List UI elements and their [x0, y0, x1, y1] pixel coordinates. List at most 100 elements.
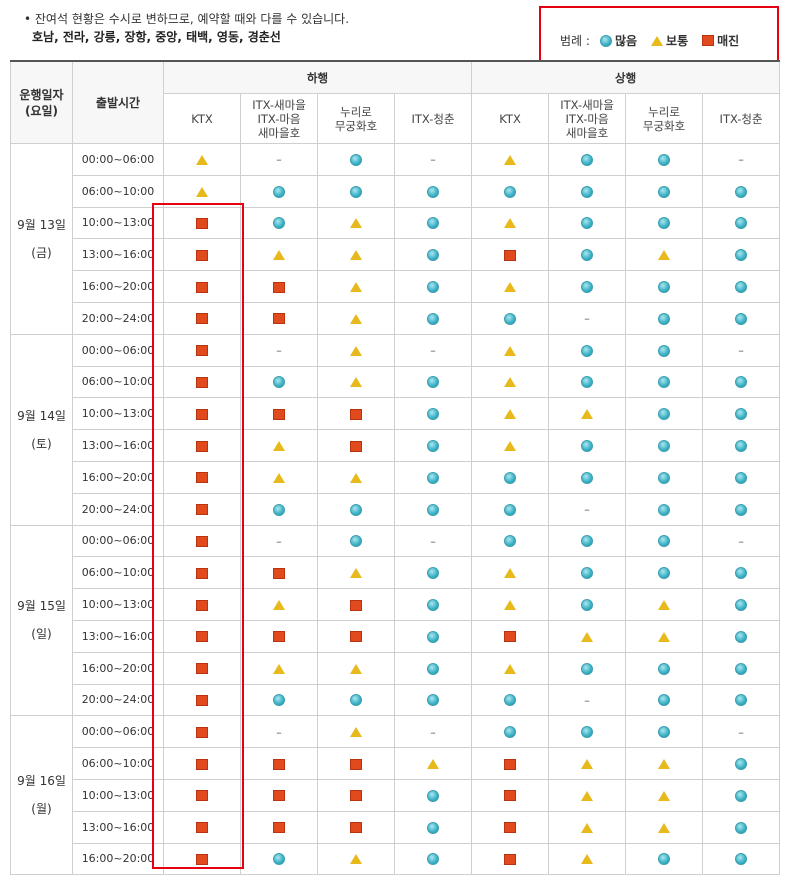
circle-icon — [350, 153, 362, 166]
availability-cell — [240, 270, 318, 303]
availability-cell — [163, 143, 241, 176]
circle-icon — [658, 535, 671, 548]
circle-icon — [581, 726, 594, 739]
availability-cell — [471, 429, 550, 462]
availability-cell — [317, 174, 395, 208]
square-icon — [196, 599, 208, 611]
square-icon — [196, 758, 208, 770]
availability-cell — [317, 683, 395, 717]
circle-icon — [427, 853, 440, 866]
availability-cell — [317, 460, 395, 494]
availability-cell — [625, 747, 704, 780]
circle-icon — [735, 789, 748, 802]
triangle-icon — [504, 600, 517, 611]
circle-icon — [504, 185, 517, 198]
circle-icon — [581, 662, 594, 675]
availability-cell — [317, 747, 395, 780]
availability-cell — [240, 365, 318, 399]
triangle-icon — [504, 154, 517, 165]
circle-icon — [658, 408, 671, 421]
dash-icon: – — [584, 312, 590, 326]
dash-icon: – — [276, 534, 282, 548]
availability-cell — [548, 270, 627, 303]
circle-icon — [581, 153, 594, 166]
availability-cell — [240, 206, 318, 240]
circle-icon — [658, 726, 671, 739]
circle-icon — [581, 281, 594, 294]
availability-cell — [471, 460, 550, 494]
triangle-icon — [651, 35, 664, 46]
availability-cell — [471, 301, 550, 335]
square-icon — [273, 758, 285, 770]
availability-cell: – — [548, 301, 627, 335]
availability-cell — [625, 270, 704, 303]
availability-cell — [702, 651, 781, 685]
circle-icon — [350, 185, 362, 198]
availability-cell — [163, 810, 241, 844]
circle-icon — [658, 694, 671, 707]
legend-item-normal: 보통 — [651, 32, 688, 49]
date-cell: 9월 13일 (금) — [10, 143, 73, 335]
availability-cell — [548, 715, 627, 749]
train-header-down-1: ITX-새마을 ITX-마음 새마을호 — [240, 93, 318, 144]
circle-icon — [658, 344, 671, 357]
train-header-down-0: KTX — [163, 93, 241, 144]
availability-cell — [317, 397, 395, 431]
triangle-icon — [273, 663, 285, 674]
availability-cell — [548, 460, 627, 494]
square-icon — [196, 472, 208, 484]
availability-cell — [163, 683, 241, 717]
notice-line-2: 호남, 전라, 강릉, 장항, 중앙, 태백, 영동, 경춘선 — [32, 30, 281, 44]
availability-cell — [163, 270, 241, 303]
availability-cell — [393, 301, 473, 335]
availability-cell: – — [393, 715, 473, 749]
triangle-icon — [658, 250, 671, 261]
triangle-icon — [350, 377, 362, 388]
availability-cell — [702, 429, 781, 462]
group-header-up: 상행 — [471, 60, 781, 94]
availability-cell — [702, 301, 781, 335]
circle-icon — [599, 34, 612, 47]
availability-cell — [393, 270, 473, 303]
availability-cell — [548, 429, 627, 462]
availability-cell: – — [393, 143, 473, 176]
table-row: 16:00~20:00 — [11, 460, 781, 494]
availability-cell — [393, 619, 473, 653]
availability-cell — [317, 524, 395, 558]
availability-cell — [625, 524, 704, 558]
table-row: 9월 13일 (금) 00:00~06:00 – – – — [10, 143, 781, 335]
availability-cell — [702, 238, 781, 272]
availability-cell — [393, 588, 473, 621]
legend-label-many: 많음 — [614, 34, 638, 48]
circle-icon — [504, 471, 517, 484]
dash-icon: – — [430, 153, 436, 167]
circle-icon — [581, 217, 594, 230]
availability-cell — [471, 492, 550, 526]
departure-time-cell: 00:00~06:00 — [72, 524, 164, 558]
availability-cell — [548, 365, 627, 399]
circle-icon — [735, 599, 748, 612]
circle-icon — [504, 726, 517, 739]
circle-icon — [735, 694, 748, 707]
circle-icon — [273, 185, 285, 198]
departure-time-cell: 13:00~16:00 — [72, 238, 164, 272]
table-row: 9월 14일 (토) 00:00~06:00 – – – — [10, 333, 781, 526]
availability-cell: – — [393, 524, 473, 558]
departure-time-cell: 10:00~13:00 — [72, 588, 164, 621]
triangle-icon — [350, 250, 362, 261]
availability-cell — [163, 206, 241, 240]
circle-icon — [273, 694, 285, 707]
circle-icon — [658, 567, 671, 580]
availability-cell — [317, 143, 395, 176]
circle-icon — [658, 853, 671, 866]
availability-cell — [471, 715, 550, 749]
date-cell: 9월 16일 (월) — [10, 715, 73, 876]
triangle-icon — [504, 218, 517, 229]
availability-cell — [163, 842, 241, 876]
dash-icon: – — [738, 534, 744, 548]
availability-cell — [625, 301, 704, 335]
table-row: 16:00~20:00 — [11, 651, 781, 685]
square-icon — [504, 853, 517, 865]
availability-cell — [240, 460, 318, 494]
availability-cell — [625, 174, 704, 208]
